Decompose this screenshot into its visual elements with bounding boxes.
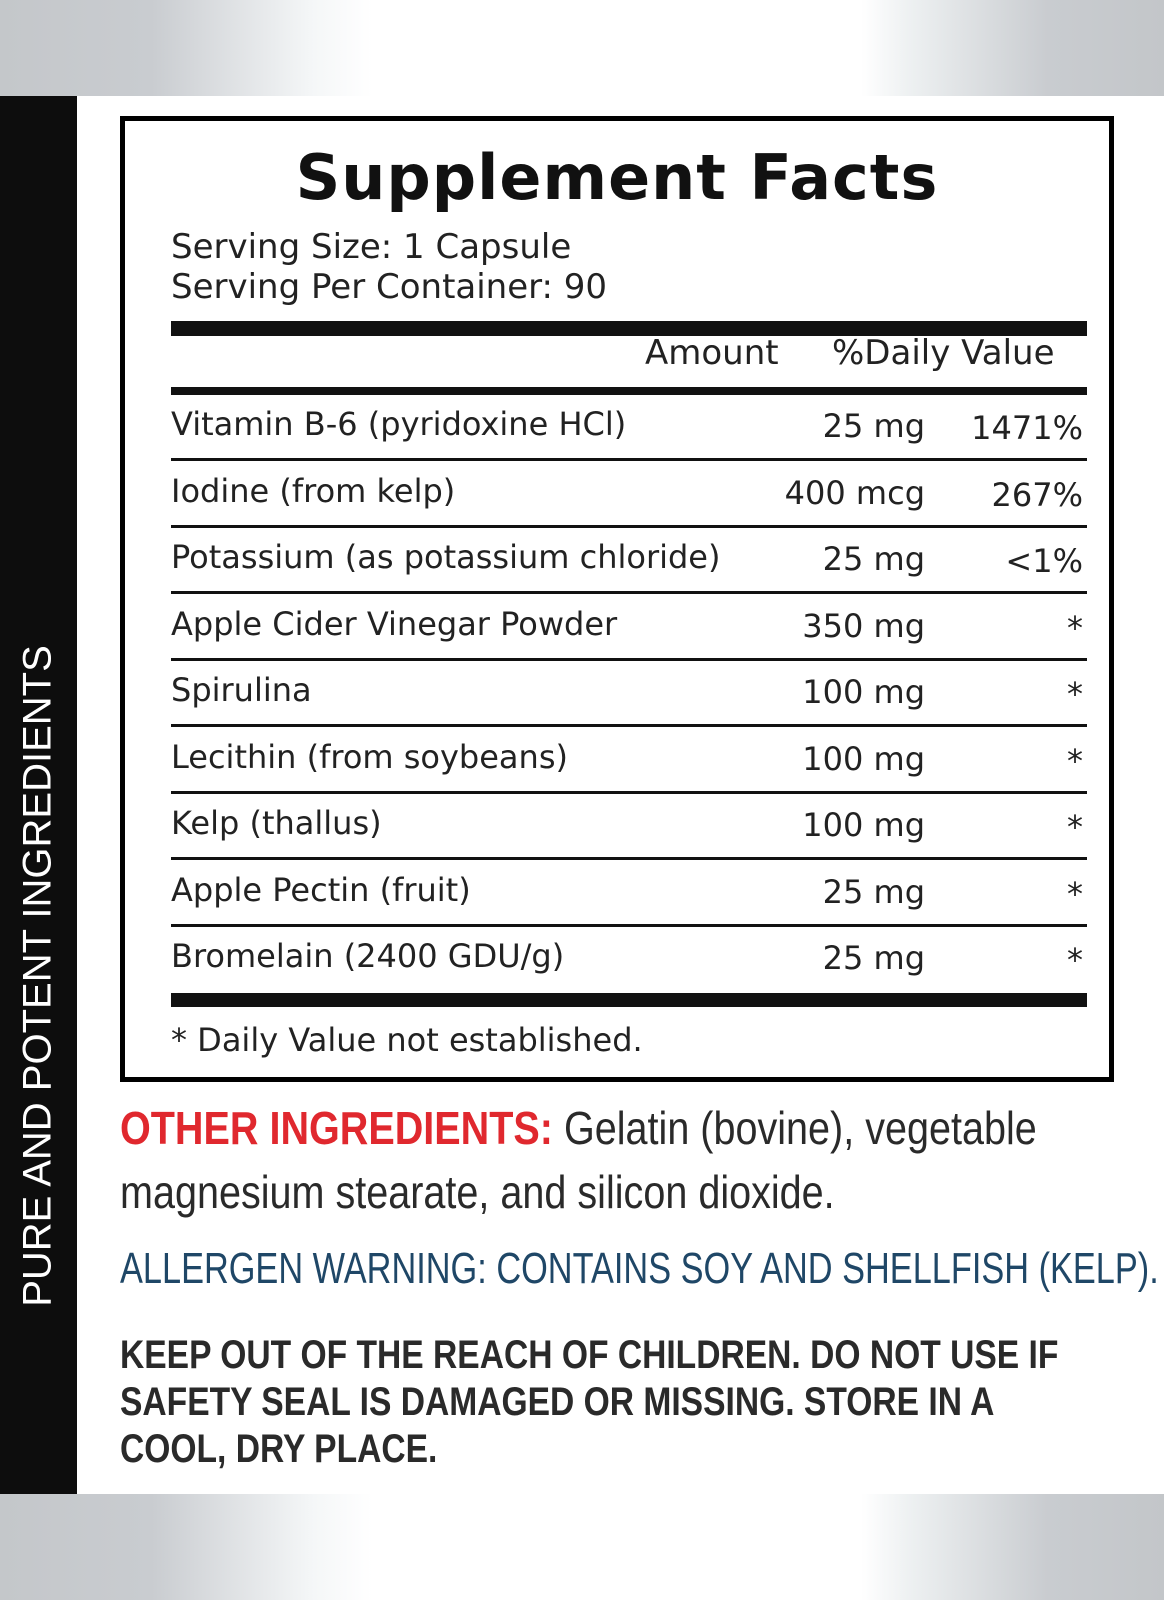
ingredient-row: Vitamin B-6 (pyridoxine HCl) 25 mg 1471%: [171, 395, 1087, 461]
ingredient-daily-value: <1%: [1005, 542, 1083, 580]
ingredient-amount: 400 mcg: [784, 473, 925, 512]
panel-title: Supplement Facts: [295, 141, 939, 214]
ingredient-row: Bromelain (2400 GDU/g) 25 mg *: [171, 927, 1087, 993]
header-divider: [171, 387, 1087, 395]
row-divider: [171, 657, 1087, 661]
row-divider: [171, 524, 1087, 528]
row-divider: [171, 591, 1087, 594]
ingredient-daily-value: 267%: [991, 475, 1083, 514]
ingredient-amount: 100 mg: [802, 673, 925, 711]
ingredient-daily-value: 1471%: [971, 409, 1083, 447]
ingredient-row: Potassium (as potassium chloride) 25 mg <1…: [171, 528, 1087, 594]
other-ingredients-label: OTHER INGREDIENTS:: [120, 1102, 553, 1154]
ingredient-name: Apple Pectin (fruit): [171, 870, 471, 909]
ingredient-row: Apple Pectin (fruit) 25 mg *: [171, 861, 1087, 927]
ingredient-amount: 25 mg: [822, 939, 925, 977]
bottom-thick-divider: [171, 993, 1087, 1007]
bottom-gradient-band: [0, 1494, 1164, 1600]
ingredient-name: Bromelain (2400 GDU/g): [171, 937, 565, 975]
footnote: * Daily Value not established.: [171, 1021, 643, 1059]
ingredient-daily-value: *: [1067, 808, 1083, 846]
ingredient-row: Spirulina 100 mg *: [171, 661, 1087, 727]
ingredient-amount: 100 mg: [802, 739, 925, 778]
amount-header: Amount: [645, 333, 779, 373]
other-ingredients: OTHER INGREDIENTS: Gelatin (bovine), veg…: [120, 1096, 1100, 1224]
thick-divider: [171, 321, 1087, 336]
ingredient-row: Apple Cider Vinegar Powder 350 mg *: [171, 595, 1087, 661]
side-banner: PURE AND POTENT INGREDIENTS: [0, 96, 77, 1494]
ingredient-amount: 25 mg: [822, 407, 925, 445]
ingredient-amount: 25 mg: [822, 872, 925, 911]
ingredient-row: Lecithin (from soybeans) 100 mg *: [171, 728, 1087, 794]
row-divider: [171, 790, 1087, 794]
ingredient-name: Spirulina: [171, 671, 312, 709]
ingredient-name: Potassium (as potassium chloride): [171, 538, 721, 576]
other-ingredients-text: Gelatin (bovine), vegetable magnesium st…: [120, 1102, 1037, 1218]
ingredient-amount: 100 mg: [802, 806, 925, 844]
ingredient-daily-value: *: [1067, 941, 1083, 979]
row-divider: [171, 857, 1087, 860]
servings-per-container: Serving Per Container: 90: [171, 267, 608, 307]
ingredient-name: Kelp (thallus): [171, 804, 382, 842]
ingredient-name: Lecithin (from soybeans): [171, 737, 568, 776]
ingredient-name: Vitamin B-6 (pyridoxine HCl): [171, 405, 627, 443]
supplement-facts-panel: Supplement Facts Serving Size: 1 Capsule…: [120, 116, 1114, 1082]
ingredient-daily-value: *: [1067, 874, 1083, 913]
row-divider: [171, 724, 1087, 727]
ingredient-row: Kelp (thallus) 100 mg *: [171, 794, 1087, 860]
dv-header: %Daily Value: [832, 333, 1055, 373]
side-banner-text: PURE AND POTENT INGREDIENTS: [15, 645, 60, 1307]
safety-warning: KEEP OUT OF THE REACH OF CHILDREN. DO NO…: [120, 1333, 1059, 1471]
serving-size: Serving Size: 1 Capsule: [171, 227, 572, 267]
row-divider: [171, 923, 1087, 927]
ingredient-daily-value: *: [1067, 741, 1083, 780]
allergen-warning: ALLERGEN WARNING: CONTAINS SOY AND SHELL…: [120, 1244, 1159, 1293]
ingredient-daily-value: *: [1067, 675, 1083, 713]
ingredient-name: Iodine (from kelp): [171, 471, 456, 510]
ingredient-amount: 25 mg: [822, 540, 925, 578]
ingredient-amount: 350 mg: [802, 606, 925, 645]
ingredient-daily-value: *: [1067, 608, 1083, 647]
row-divider: [171, 458, 1087, 461]
ingredient-row: Iodine (from kelp) 400 mcg 267%: [171, 462, 1087, 528]
top-gradient-band: [0, 0, 1164, 96]
ingredient-name: Apple Cider Vinegar Powder: [171, 604, 618, 643]
